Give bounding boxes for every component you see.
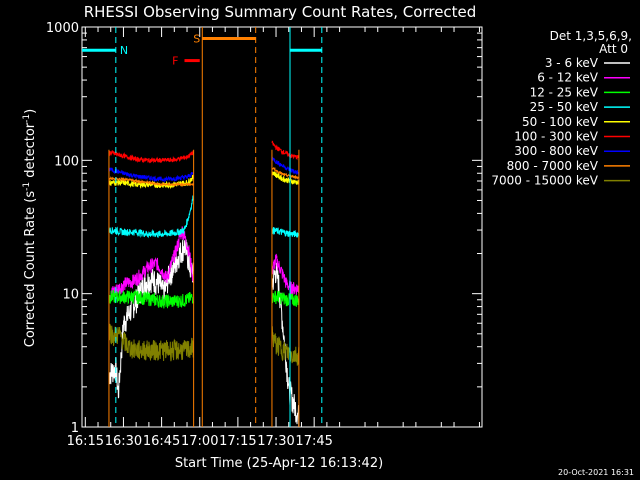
legend-label: 6 - 12 keV: [537, 71, 599, 85]
x-tick-label: 16:15: [67, 434, 104, 449]
x-tick-label: 17:00: [181, 434, 218, 449]
series-line: [108, 174, 194, 190]
legend-label: 3 - 6 keV: [545, 56, 599, 70]
flag-label: S: [193, 32, 200, 45]
y-axis-label-exp-1: -1: [22, 182, 32, 191]
series-line: [271, 227, 300, 238]
legend-label: 800 - 7000 keV: [507, 159, 599, 173]
legend-label: 300 - 800 keV: [514, 144, 598, 158]
series-line: [108, 166, 194, 184]
y-tick-label: 10: [62, 288, 79, 303]
legend-label: 100 - 300 keV: [514, 130, 598, 144]
legend-label: 7000 - 15000 keV: [491, 174, 598, 188]
series-line: [271, 326, 300, 366]
x-tick-label: 16:45: [143, 434, 180, 449]
x-tick-label: 17:45: [295, 434, 332, 449]
legend-header-1: Det 1,3,5,6,9,: [550, 29, 632, 43]
series-line: [271, 290, 300, 307]
series-line: [271, 140, 300, 161]
x-axis-ticks: 16:15 16:30 16:45 17:00 17:15 17:30 17:45: [67, 27, 480, 449]
series-line: [271, 167, 300, 180]
flag-layer: N S F: [82, 27, 323, 427]
series-line: [108, 322, 194, 362]
legend-header-2: Att 0: [599, 42, 628, 56]
series-line: [271, 253, 300, 296]
y-axis-ticks: 1 10 100 1000: [46, 21, 482, 436]
series-line: [108, 176, 194, 188]
series-line: [108, 149, 194, 164]
series-line: [271, 156, 300, 175]
series-line: [108, 226, 194, 300]
plot-frame: [81, 26, 483, 428]
flag-label: F: [172, 55, 178, 68]
series-line: [108, 195, 194, 239]
y-axis-label-part-1: Corrected Count Rate (s: [23, 191, 38, 348]
legend-label: 50 - 100 keV: [522, 115, 599, 129]
y-axis-label-part-2: detector: [23, 122, 38, 182]
chart-title: RHESSI Observing Summary Count Rates, Co…: [84, 3, 477, 21]
x-tick-label: 16:30: [105, 434, 142, 449]
series-line: [271, 170, 300, 185]
series-layer: [108, 140, 300, 428]
x-tick-label: 17:30: [257, 434, 294, 449]
series-line: [108, 290, 194, 309]
y-axis-label-exp-2: -1: [22, 114, 32, 123]
y-tick-label: 1: [71, 421, 79, 436]
y-axis-label-part-3: ): [23, 109, 38, 114]
flag-label: N: [120, 44, 128, 57]
footer-date: 20-Oct-2021 16:31: [558, 468, 634, 477]
y-axis-label: Corrected Count Rate (s-1 detector-1): [22, 109, 38, 347]
x-axis-label: Start Time (25-Apr-12 16:13:42): [175, 456, 383, 471]
plot-area: N S F: [81, 26, 483, 428]
y-tick-label: 1000: [46, 21, 79, 36]
y-tick-label: 100: [54, 154, 79, 169]
series-line: [108, 239, 194, 399]
x-tick-label: 17:15: [219, 434, 256, 449]
legend-label: 25 - 50 keV: [530, 100, 599, 114]
legend-label: 12 - 25 keV: [530, 85, 599, 99]
